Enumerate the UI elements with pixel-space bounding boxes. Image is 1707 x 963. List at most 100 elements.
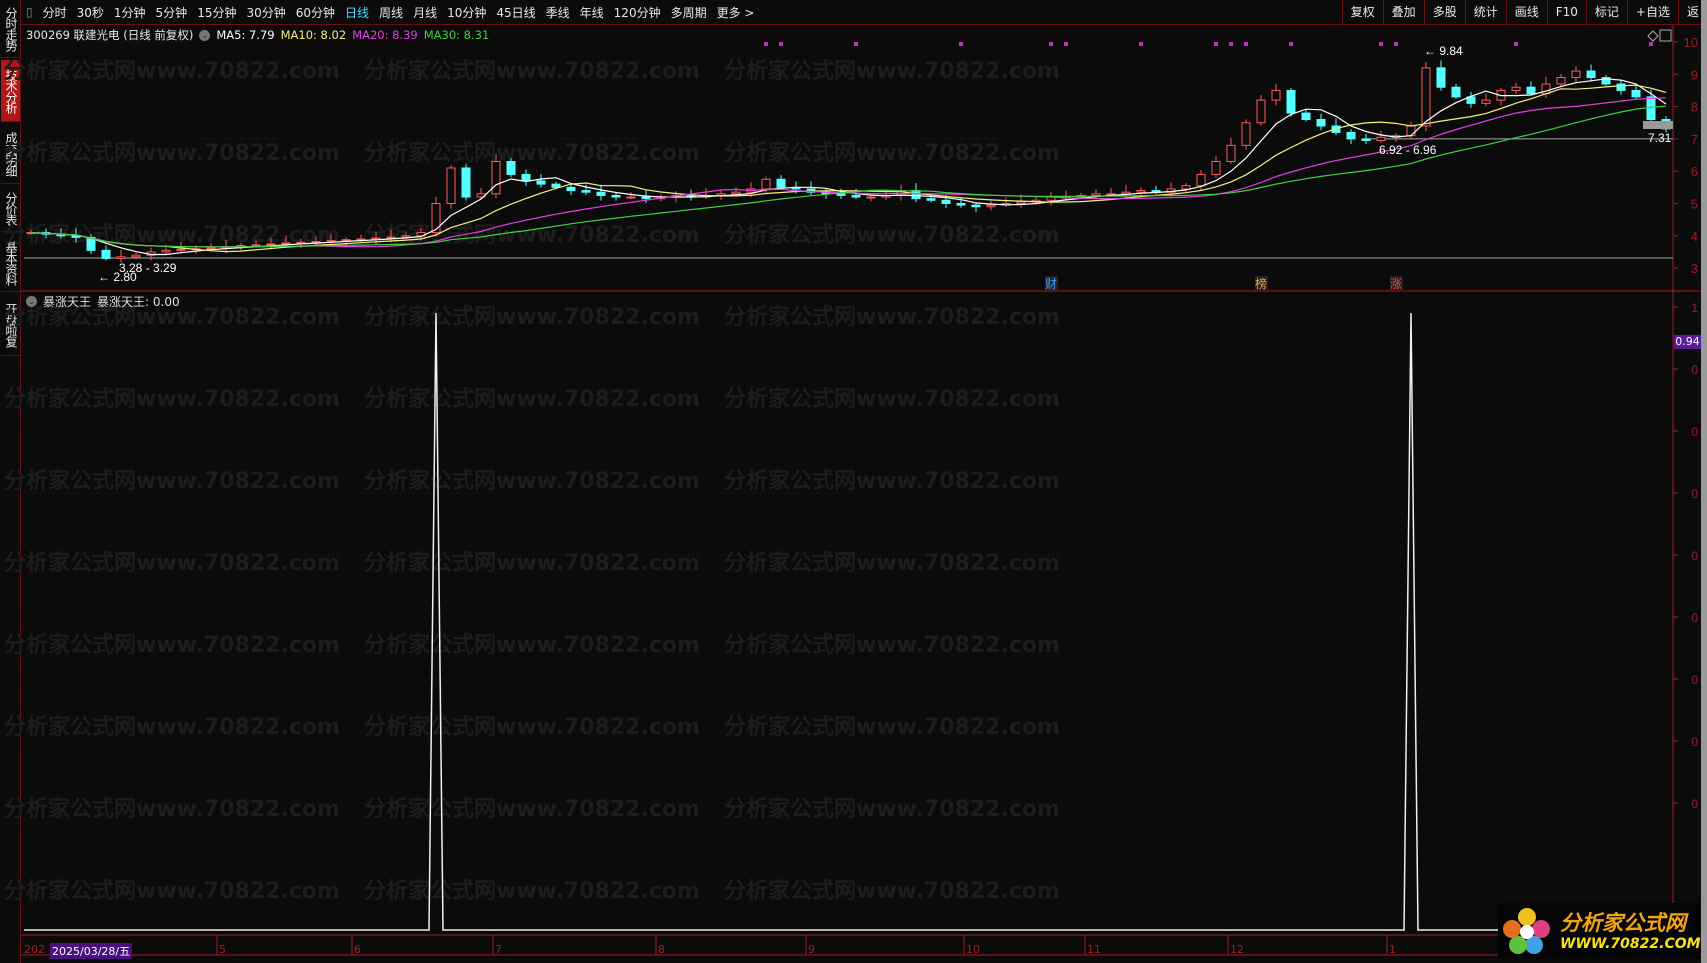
candle-body (566, 186, 576, 192)
ma5-line (30, 78, 1667, 256)
indicator-tick-label: 0 (1691, 797, 1698, 811)
period-tab[interactable]: 季线 (545, 5, 570, 20)
candle-body (941, 199, 951, 205)
candle-body (1421, 67, 1431, 127)
indicator-tick-label: 1 (1691, 301, 1698, 315)
candle-body (1136, 190, 1146, 193)
indicator-tick-label: 0 (1691, 549, 1698, 563)
candle-body (596, 191, 606, 196)
chevron-down-icon[interactable]: ⌄ (199, 29, 211, 41)
sidebar-tab-fundamentals[interactable]: 基本资料 (1, 234, 20, 292)
candle-body (1256, 99, 1266, 124)
period-tab[interactable]: 60分钟 (295, 5, 336, 20)
candle-body (1526, 86, 1536, 95)
candle-body (116, 256, 126, 259)
ma10-label: MA10: 8.02 (280, 28, 347, 42)
price-tick-label: 6 (1691, 164, 1698, 179)
candle-body (521, 173, 531, 182)
period-tab[interactable]: 日线 (345, 5, 370, 20)
candle-body (71, 235, 81, 238)
sidebar-tab-price-table[interactable]: 分价表 (1, 186, 20, 232)
toolbar-button[interactable]: +自选 (1626, 0, 1678, 24)
watermark: 分析家公式网www.70822.com (364, 633, 700, 658)
candle-body (386, 236, 396, 239)
last-price-box (1643, 121, 1673, 129)
price-tick-label: 7 (1691, 132, 1698, 147)
candle-body (536, 180, 546, 185)
low-range-label: 3.28 - 3.29 (119, 261, 177, 275)
candle-body (206, 247, 216, 250)
period-tab[interactable]: 更多 > (716, 5, 755, 20)
toolbar-right: 复权 叠加 多股 统计 画线 F10 标记 +自选返 (1341, 0, 1707, 24)
scroll-edge[interactable] (1701, 0, 1707, 963)
price-tick-label: 5 (1691, 197, 1698, 212)
period-tab[interactable]: 30秒 (76, 5, 104, 20)
toolbar-button[interactable]: 返 (1677, 0, 1707, 24)
period-tab[interactable]: 45日线 (496, 5, 536, 20)
candle-body (296, 241, 306, 244)
period-tab[interactable]: 周线 (379, 5, 404, 20)
month-label: 8 (658, 943, 665, 956)
sidebar-tab-technical[interactable]: 技术分析 (1, 60, 20, 122)
watermark: 分析家公式网www.70822.com (364, 715, 700, 740)
price-tick-label: 4 (1691, 229, 1698, 244)
sidebar-tab-trades[interactable]: 成交明细 (1, 124, 20, 184)
chevron-down-icon[interactable]: ⌄ (26, 296, 37, 307)
month-label: 7 (495, 943, 502, 956)
period-tab[interactable]: 1分钟 (113, 5, 146, 20)
indicator-tick-label: 0 (1691, 673, 1698, 687)
candle-body (1451, 86, 1461, 98)
layout-toggle-icon[interactable]: ▯ (26, 5, 33, 19)
candle-body (1406, 125, 1416, 137)
candle-body (1286, 89, 1296, 114)
ma5-label: MA5: 7.79 (216, 28, 275, 42)
indicator-line (24, 312, 1673, 931)
toolbar-button[interactable]: 复权 (1341, 0, 1383, 24)
period-tab[interactable]: 月线 (413, 5, 438, 20)
candle-body (1361, 138, 1371, 142)
candle-body (461, 167, 471, 198)
candle-body (401, 235, 411, 238)
signal-dot (959, 42, 963, 46)
signal-dot (1244, 42, 1248, 46)
period-tab[interactable]: 120分钟 (613, 5, 661, 20)
toolbar-button[interactable]: 统计 (1464, 0, 1506, 24)
candle-body (1616, 83, 1626, 91)
low-price-label: ← 2.80 (98, 270, 137, 284)
period-tab[interactable]: 多周期 (670, 5, 707, 20)
indicator-value: 暴涨天王: 0.00 (97, 295, 180, 309)
candle-body (626, 196, 636, 199)
period-tab[interactable]: 30分钟 (246, 5, 286, 20)
period-tab[interactable]: 15分钟 (197, 5, 237, 20)
period-tab[interactable]: 10分钟 (447, 5, 487, 20)
month-label: 1 (1389, 943, 1396, 956)
watermark: 分析家公式网www.70822.com (724, 305, 1060, 330)
month-label: 10 (966, 943, 980, 956)
toolbar-button[interactable]: 标记 (1585, 0, 1627, 24)
price-legend: 300269 联建光电 (日线 前复权) ⌄ MA5: 7.79 MA10: 8… (26, 27, 489, 43)
signal-dot (1049, 42, 1053, 46)
ma30-line (30, 105, 1667, 248)
period-tab[interactable]: 年线 (579, 5, 604, 20)
candle-body (1571, 70, 1581, 79)
toolbar-button[interactable]: 叠加 (1382, 0, 1424, 24)
candle-body (251, 244, 261, 247)
toolbar-button[interactable]: 多股 (1423, 0, 1465, 24)
period-toolbar: ▯ 分时 30秒 1分钟 5分钟 15分钟 30分钟 60分钟 日线 周线 月线 10分钟 45日线季… (21, 0, 1707, 25)
ma20-label: MA20: 8.39 (352, 28, 418, 42)
toolbar-button[interactable]: 画线 (1505, 0, 1547, 24)
candle-body (266, 243, 276, 246)
candle-body (101, 249, 111, 259)
sidebar-tab-intraday[interactable]: 分时走势 (1, 0, 20, 58)
signal-dot (1649, 42, 1653, 46)
candle-body (326, 240, 336, 243)
period-tab[interactable]: 分时 (42, 5, 67, 20)
watermark: 分析家公式网www.70822.com (364, 59, 700, 84)
toolbar-button[interactable]: F10 (1546, 0, 1586, 24)
candle-body (956, 203, 966, 206)
sidebar-tab-opening[interactable]: 开盘啦复 (1, 294, 20, 356)
candle-body (836, 193, 846, 196)
candle-body (866, 196, 876, 199)
period-tab[interactable]: 5分钟 (155, 5, 188, 20)
